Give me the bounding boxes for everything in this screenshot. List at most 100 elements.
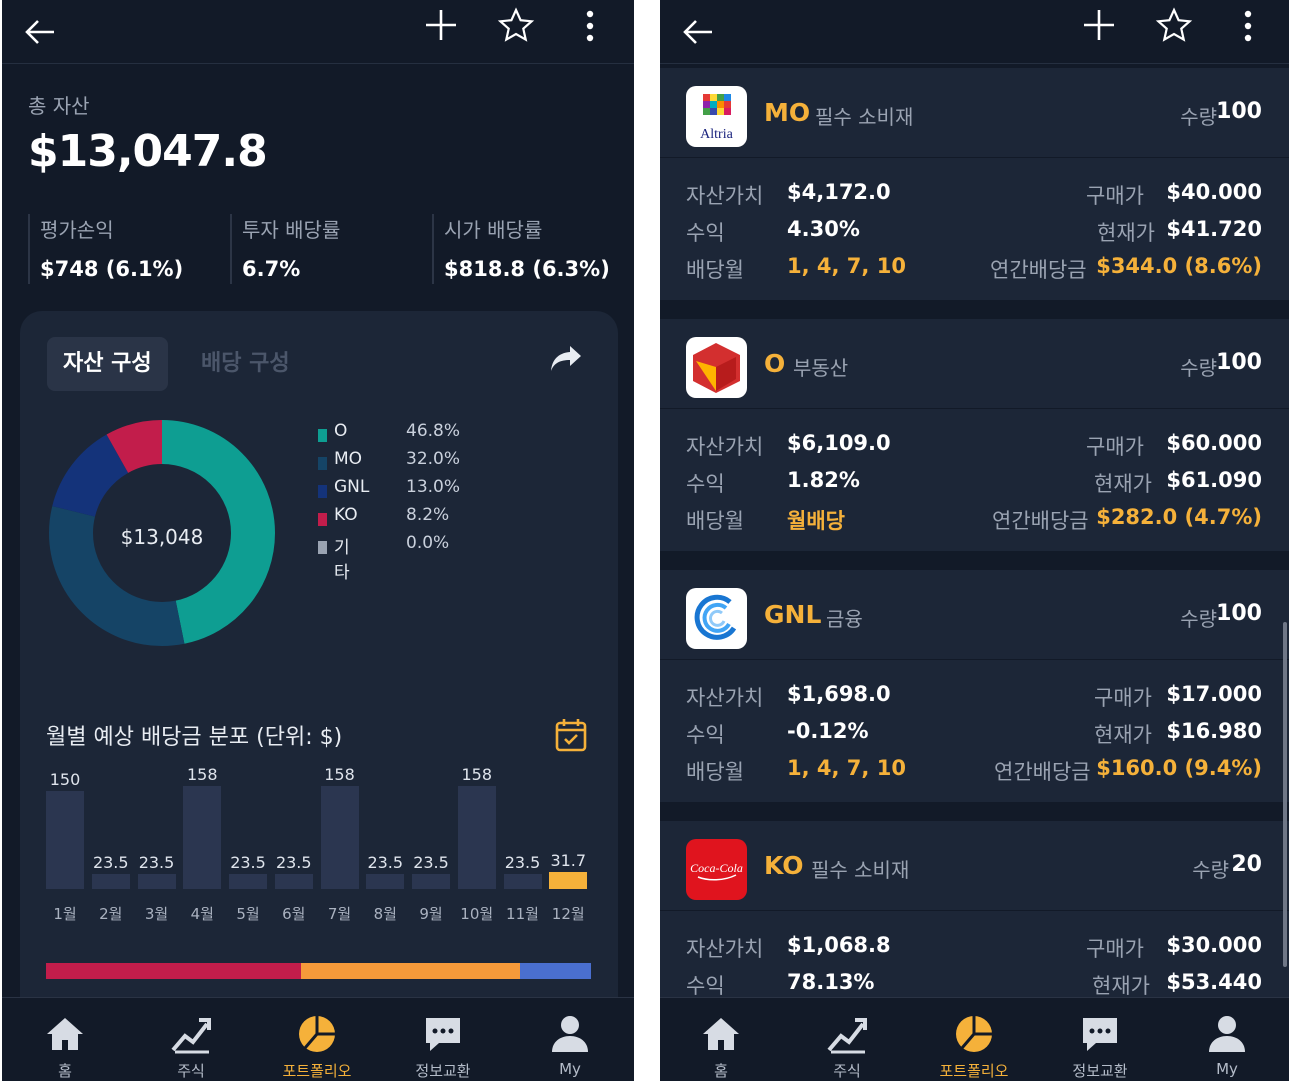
return-label: 수익	[686, 723, 725, 747]
nav-label: 정보교환	[415, 1062, 471, 1080]
stat-market-yield: 시가 배당률 $818.8 (6.3%)	[432, 214, 610, 284]
share-icon[interactable]	[548, 343, 584, 375]
home-icon	[703, 1018, 739, 1050]
buy-price-label: 구매가	[1094, 686, 1152, 710]
dividend-months: 1, 4, 7, 10	[787, 254, 906, 278]
dividend-months: 월배당	[787, 509, 845, 533]
back-arrow-icon[interactable]	[680, 14, 716, 50]
stat-value: $748 (6.1%)	[40, 257, 184, 281]
logo-text: Coca-Cola	[690, 861, 743, 875]
chart-trend-icon	[827, 1018, 867, 1054]
return-label: 수익	[686, 472, 725, 496]
month-label: 4월	[190, 905, 214, 923]
month-label: 6월	[282, 905, 306, 923]
star-icon[interactable]	[1154, 6, 1194, 46]
monthly-dividend-bars: 150 23.5 23.5 158 23.5 23.5 158 23.5 23.5 158 23.5…	[46, 761, 592, 901]
legend-name: KO	[334, 505, 358, 525]
legend-name: O	[334, 421, 348, 441]
global-net-lease-logo	[686, 588, 747, 649]
nav-home[interactable]: 홈	[671, 998, 771, 1081]
month-bar	[229, 873, 267, 889]
current-price: $16.980	[1166, 719, 1262, 743]
dividend-months: 1, 4, 7, 10	[787, 756, 906, 780]
return-value: 4.30%	[787, 217, 860, 241]
quantity-label: 수량	[1192, 858, 1229, 882]
scrollbar[interactable]	[1283, 622, 1287, 967]
coca-cola-logo: Coca-Cola	[686, 839, 747, 900]
return-value: -0.12%	[787, 719, 869, 743]
month-bar	[274, 873, 313, 889]
holding-card-gnl[interactable]: GNL 금융 수량 100 자산가치 $1,698.0 구매가 $17.000 …	[660, 570, 1289, 802]
asset-value: $1,068.8	[787, 933, 891, 957]
holding-card-o[interactable]: O 부동산 수량 100 자산가치 $6,109.0 구매가 $60.000 수…	[660, 319, 1289, 551]
chat-icon	[426, 1018, 460, 1051]
month-bar-value: 23.5	[138, 852, 175, 872]
month-bar	[46, 791, 84, 889]
buy-price-label: 구매가	[1086, 184, 1144, 208]
nav-portfolio[interactable]: 포트폴리오	[267, 998, 367, 1081]
holdings-list-screen: Altria MO 필수 소비재 수량 100 자산가치 $4,172.0 구매…	[660, 0, 1289, 1081]
quantity-value: 100	[1216, 601, 1262, 626]
current-price-label: 현재가	[1094, 723, 1152, 747]
return-label: 수익	[686, 221, 725, 245]
tab-asset-composition[interactable]: 자산 구성	[47, 337, 168, 391]
month-bar	[91, 873, 130, 889]
star-icon[interactable]	[496, 6, 536, 46]
dividend-month-label: 배당월	[686, 258, 744, 282]
stat-invest-yield: 투자 배당률 6.7%	[230, 214, 340, 284]
donut-slice-mo	[49, 420, 275, 646]
buy-price-label: 구매가	[1086, 937, 1144, 961]
add-icon[interactable]	[422, 6, 460, 44]
nav-stocks[interactable]: 주식	[797, 998, 897, 1081]
donut-slice-ko	[49, 420, 275, 646]
sector: 필수 소비재	[815, 105, 914, 129]
annual-dividend: $344.0 (8.6%)	[1096, 254, 1262, 278]
legend-name: MO	[334, 449, 363, 469]
more-vert-icon[interactable]	[1236, 6, 1260, 46]
nav-home[interactable]: 홈	[15, 998, 115, 1081]
buy-price-label: 구매가	[1086, 435, 1144, 459]
holding-card-header: Altria MO 필수 소비재 수량 100	[660, 68, 1289, 158]
asset-value-label: 자산가치	[686, 937, 764, 961]
month-bar-value: 23.5	[230, 852, 266, 872]
add-icon[interactable]	[1080, 6, 1118, 44]
quantity-value: 100	[1216, 99, 1262, 124]
dividend-month-label: 배당월	[686, 509, 744, 533]
nav-my[interactable]: My	[520, 998, 620, 1081]
month-bar-value: 23.5	[504, 852, 541, 872]
annual-dividend-label: 연간배당금	[992, 509, 1089, 533]
nav-portfolio[interactable]: 포트폴리오	[924, 998, 1024, 1081]
nav-label: 포트폴리오	[939, 1062, 1009, 1080]
nav-my[interactable]: My	[1177, 998, 1277, 1081]
back-arrow-icon[interactable]	[22, 14, 58, 50]
nav-info-exchange[interactable]: 정보교환	[393, 998, 493, 1081]
asset-donut-chart	[49, 420, 275, 646]
stat-label: 투자 배당률	[242, 218, 341, 242]
altria-logo: Altria	[686, 86, 747, 147]
nav-stocks[interactable]: 주식	[141, 998, 241, 1081]
more-vert-icon[interactable]	[578, 6, 602, 46]
nav-label: 정보교환	[1072, 1062, 1128, 1080]
sector: 필수 소비재	[811, 858, 910, 882]
return-value: 1.82%	[787, 468, 860, 492]
legend-swatch	[318, 541, 327, 554]
nav-info-exchange[interactable]: 정보교환	[1050, 998, 1150, 1081]
tab-dividend-composition[interactable]: 배당 구성	[201, 351, 290, 376]
current-price: $53.440	[1166, 970, 1262, 994]
portfolio-summary-screen: 총 자산 $13,047.8 평가손익 $748 (6.1%) 투자 배당률 6…	[2, 0, 634, 1081]
legend-swatch	[318, 513, 327, 526]
month-bar-value: 158	[186, 765, 218, 784]
sector-segment	[301, 963, 521, 979]
sector: 금융	[826, 607, 863, 631]
asset-value-label: 자산가치	[686, 184, 764, 208]
nav-label: 주식	[833, 1062, 861, 1080]
month-bar-value: 150	[49, 770, 81, 790]
calendar-icon[interactable]	[554, 717, 588, 753]
total-assets-value: $13,047.8	[28, 126, 268, 177]
ticker: MO	[764, 98, 811, 127]
current-price-label: 현재가	[1092, 974, 1150, 998]
holding-card-header: O 부동산 수량 100	[660, 319, 1289, 409]
month-bar-value: 23.5	[275, 852, 312, 872]
monthly-dividend-title: 월별 예상 배당금 분포 (단위: $)	[46, 725, 343, 750]
holding-card-mo[interactable]: Altria MO 필수 소비재 수량 100 자산가치 $4,172.0 구매…	[660, 68, 1289, 300]
